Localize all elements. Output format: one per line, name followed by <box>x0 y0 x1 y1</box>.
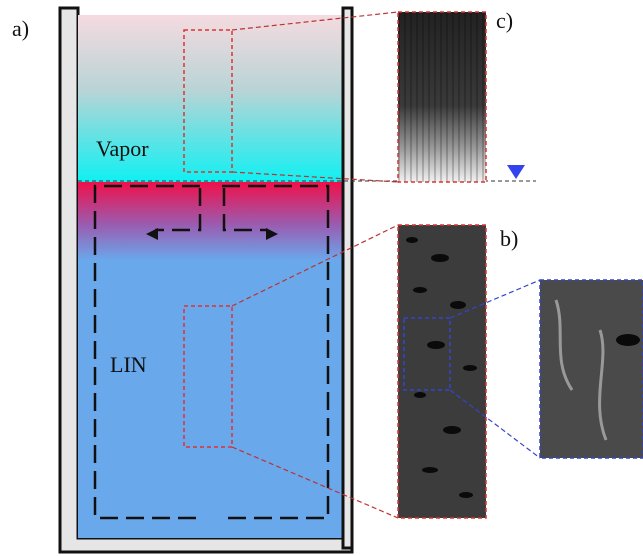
container-right-wall <box>343 8 352 548</box>
region-label: Vapor <box>96 136 149 161</box>
region-label: LIN <box>110 352 147 377</box>
panel-label: b) <box>500 226 518 251</box>
diagram: a) c) b) Vapor LIN <box>0 0 643 556</box>
photo-c-streaks <box>398 12 486 182</box>
photo-zoom-bubble <box>616 334 640 346</box>
panel-label: c) <box>496 8 513 33</box>
photo-zoom <box>540 280 643 458</box>
panel-label: a) <box>12 16 29 41</box>
surface-marker <box>507 165 525 179</box>
photo-b <box>398 225 486 518</box>
